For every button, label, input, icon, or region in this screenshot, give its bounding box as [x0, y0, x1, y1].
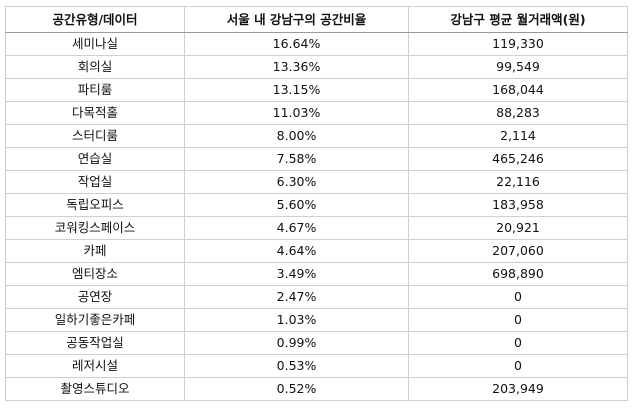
table-row: 엠티장소 3.49% 698,890 [5, 262, 628, 286]
cell-ratio: 4.67% [184, 216, 409, 240]
cell-amount: 0 [408, 285, 628, 309]
table-row: 파티룸 13.15% 168,044 [5, 78, 628, 102]
cell-ratio: 6.30% [184, 170, 409, 194]
cell-amount: 0 [408, 308, 628, 332]
cell-amount: 698,890 [408, 262, 628, 286]
cell-ratio: 0.52% [184, 377, 409, 401]
cell-amount: 203,949 [408, 377, 628, 401]
cell-ratio: 8.00% [184, 124, 409, 148]
cell-amount: 168,044 [408, 78, 628, 102]
header-gangnam-ratio: 서울 내 강남구의 공간비율 [184, 6, 409, 33]
cell-space-type: 파티룸 [5, 78, 185, 102]
header-space-type: 공간유형/데이터 [5, 6, 185, 33]
cell-space-type: 촬영스튜디오 [5, 377, 185, 401]
cell-amount: 183,958 [408, 193, 628, 217]
cell-space-type: 스터디룸 [5, 124, 185, 148]
cell-amount: 0 [408, 331, 628, 355]
space-type-table: 공간유형/데이터 서울 내 강남구의 공간비율 강남구 평균 월거래액(원) 세… [5, 6, 628, 401]
cell-ratio: 3.49% [184, 262, 409, 286]
table-row: 세미나실 16.64% 119,330 [5, 32, 628, 56]
cell-ratio: 1.03% [184, 308, 409, 332]
table-row: 회의실 13.36% 99,549 [5, 55, 628, 79]
cell-amount: 2,114 [408, 124, 628, 148]
cell-space-type: 엠티장소 [5, 262, 185, 286]
table-row: 연습실 7.58% 465,246 [5, 147, 628, 171]
header-row: 공간유형/데이터 서울 내 강남구의 공간비율 강남구 평균 월거래액(원) [5, 6, 628, 33]
cell-ratio: 5.60% [184, 193, 409, 217]
table-row: 스터디룸 8.00% 2,114 [5, 124, 628, 148]
cell-space-type: 세미나실 [5, 32, 185, 56]
cell-ratio: 4.64% [184, 239, 409, 263]
table-row: 작업실 6.30% 22,116 [5, 170, 628, 194]
table-row: 독립오피스 5.60% 183,958 [5, 193, 628, 217]
table-header: 공간유형/데이터 서울 내 강남구의 공간비율 강남구 평균 월거래액(원) [5, 6, 628, 33]
cell-ratio: 0.53% [184, 354, 409, 378]
cell-ratio: 13.15% [184, 78, 409, 102]
cell-amount: 207,060 [408, 239, 628, 263]
table-row: 촬영스튜디오 0.52% 203,949 [5, 377, 628, 401]
cell-space-type: 다목적홀 [5, 101, 185, 125]
cell-ratio: 13.36% [184, 55, 409, 79]
cell-space-type: 공동작업실 [5, 331, 185, 355]
cell-ratio: 7.58% [184, 147, 409, 171]
cell-space-type: 회의실 [5, 55, 185, 79]
cell-space-type: 독립오피스 [5, 193, 185, 217]
table-body: 세미나실 16.64% 119,330 회의실 13.36% 99,549 파티… [5, 32, 628, 401]
cell-ratio: 16.64% [184, 32, 409, 56]
table-row: 카페 4.64% 207,060 [5, 239, 628, 263]
table-row: 다목적홀 11.03% 88,283 [5, 101, 628, 125]
table-row: 코워킹스페이스 4.67% 20,921 [5, 216, 628, 240]
cell-amount: 20,921 [408, 216, 628, 240]
cell-space-type: 레저시설 [5, 354, 185, 378]
cell-amount: 465,246 [408, 147, 628, 171]
cell-space-type: 카페 [5, 239, 185, 263]
cell-ratio: 2.47% [184, 285, 409, 309]
data-table-container: 공간유형/데이터 서울 내 강남구의 공간비율 강남구 평균 월거래액(원) 세… [5, 6, 628, 401]
cell-amount: 99,549 [408, 55, 628, 79]
cell-space-type: 코워킹스페이스 [5, 216, 185, 240]
cell-amount: 88,283 [408, 101, 628, 125]
table-row: 일하기좋은카페 1.03% 0 [5, 308, 628, 332]
cell-amount: 119,330 [408, 32, 628, 56]
cell-space-type: 작업실 [5, 170, 185, 194]
table-row: 공연장 2.47% 0 [5, 285, 628, 309]
cell-ratio: 0.99% [184, 331, 409, 355]
cell-amount: 0 [408, 354, 628, 378]
table-row: 레저시설 0.53% 0 [5, 354, 628, 378]
cell-space-type: 일하기좋은카페 [5, 308, 185, 332]
table-row: 공동작업실 0.99% 0 [5, 331, 628, 355]
cell-space-type: 연습실 [5, 147, 185, 171]
header-avg-monthly-amount: 강남구 평균 월거래액(원) [408, 6, 628, 33]
cell-space-type: 공연장 [5, 285, 185, 309]
cell-amount: 22,116 [408, 170, 628, 194]
cell-ratio: 11.03% [184, 101, 409, 125]
